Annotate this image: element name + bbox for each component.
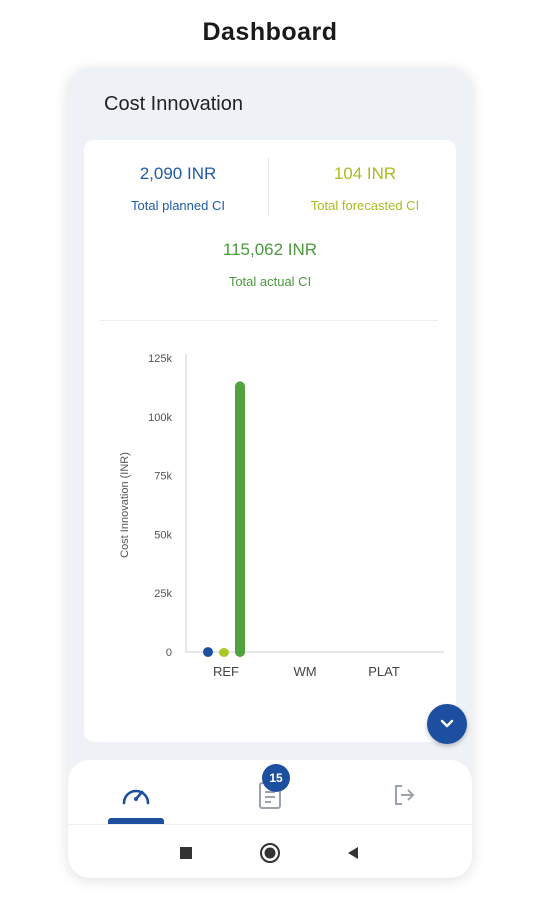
bar-planned-ref bbox=[203, 647, 213, 657]
y-tick-label: 50k bbox=[154, 529, 172, 541]
cost-innovation-chart: 0 25k 50k 75k 100k 125k Cost Innovation (INR) R… bbox=[119, 353, 444, 679]
phone-frame: Cost Innovation 2,090 INR Total planned … bbox=[68, 68, 472, 878]
circle-icon bbox=[260, 843, 280, 863]
bar-actual-ref bbox=[235, 381, 245, 657]
planned-value: 2,090 INR bbox=[139, 164, 217, 183]
chevron-down-icon bbox=[440, 719, 454, 728]
back-button[interactable] bbox=[338, 838, 368, 868]
x-tick-label: REF bbox=[213, 664, 239, 679]
planned-label: Total planned CI bbox=[131, 198, 225, 213]
actual-value: 115,062 INR bbox=[222, 240, 318, 259]
stat-forecasted: 104 INR Total forecasted CI bbox=[290, 164, 440, 213]
stat-planned: 2,090 INR Total planned CI bbox=[104, 164, 252, 213]
speedometer-icon bbox=[122, 789, 150, 805]
y-tick-label: 0 bbox=[166, 647, 172, 659]
square-icon bbox=[180, 847, 192, 859]
recents-button[interactable] bbox=[171, 838, 201, 868]
tasks-badge: 15 bbox=[262, 764, 290, 792]
tab-logout[interactable] bbox=[374, 772, 434, 818]
y-axis-title: Cost Innovation (INR) bbox=[119, 452, 131, 558]
x-tick-label: PLAT bbox=[368, 664, 400, 679]
section-divider bbox=[100, 320, 438, 321]
bar-forcasted-ref bbox=[219, 648, 229, 657]
tab-dashboard[interactable] bbox=[106, 772, 166, 818]
screen-title: Cost Innovation bbox=[104, 93, 243, 115]
summary-card: 2,090 INR Total planned CI 104 INR Total… bbox=[84, 140, 467, 789]
actual-label: Total actual CI bbox=[228, 274, 312, 289]
home-button[interactable] bbox=[255, 838, 285, 868]
y-tick-label: 25k bbox=[154, 588, 172, 600]
stat-actual: 115,062 INR Total actual CI bbox=[170, 240, 370, 289]
active-tab-indicator bbox=[108, 818, 164, 824]
logout-icon bbox=[395, 785, 415, 805]
x-tick-label: WM bbox=[293, 664, 316, 679]
forecasted-label: Total forecasted CI bbox=[310, 198, 420, 213]
back-triangle-icon bbox=[348, 847, 358, 859]
expand-fab-button[interactable] bbox=[427, 704, 467, 744]
stat-divider bbox=[268, 158, 269, 216]
y-tick-label: 125k bbox=[148, 353, 172, 365]
y-tick-label: 75k bbox=[154, 471, 172, 483]
bottom-nav: 15 bbox=[68, 760, 472, 878]
y-tick-label: 100k bbox=[148, 412, 172, 424]
nav-separator bbox=[68, 824, 472, 825]
system-nav-bar bbox=[68, 826, 472, 878]
page-title: Dashboard bbox=[202, 18, 338, 46]
forecasted-value: 104 INR bbox=[333, 164, 397, 183]
